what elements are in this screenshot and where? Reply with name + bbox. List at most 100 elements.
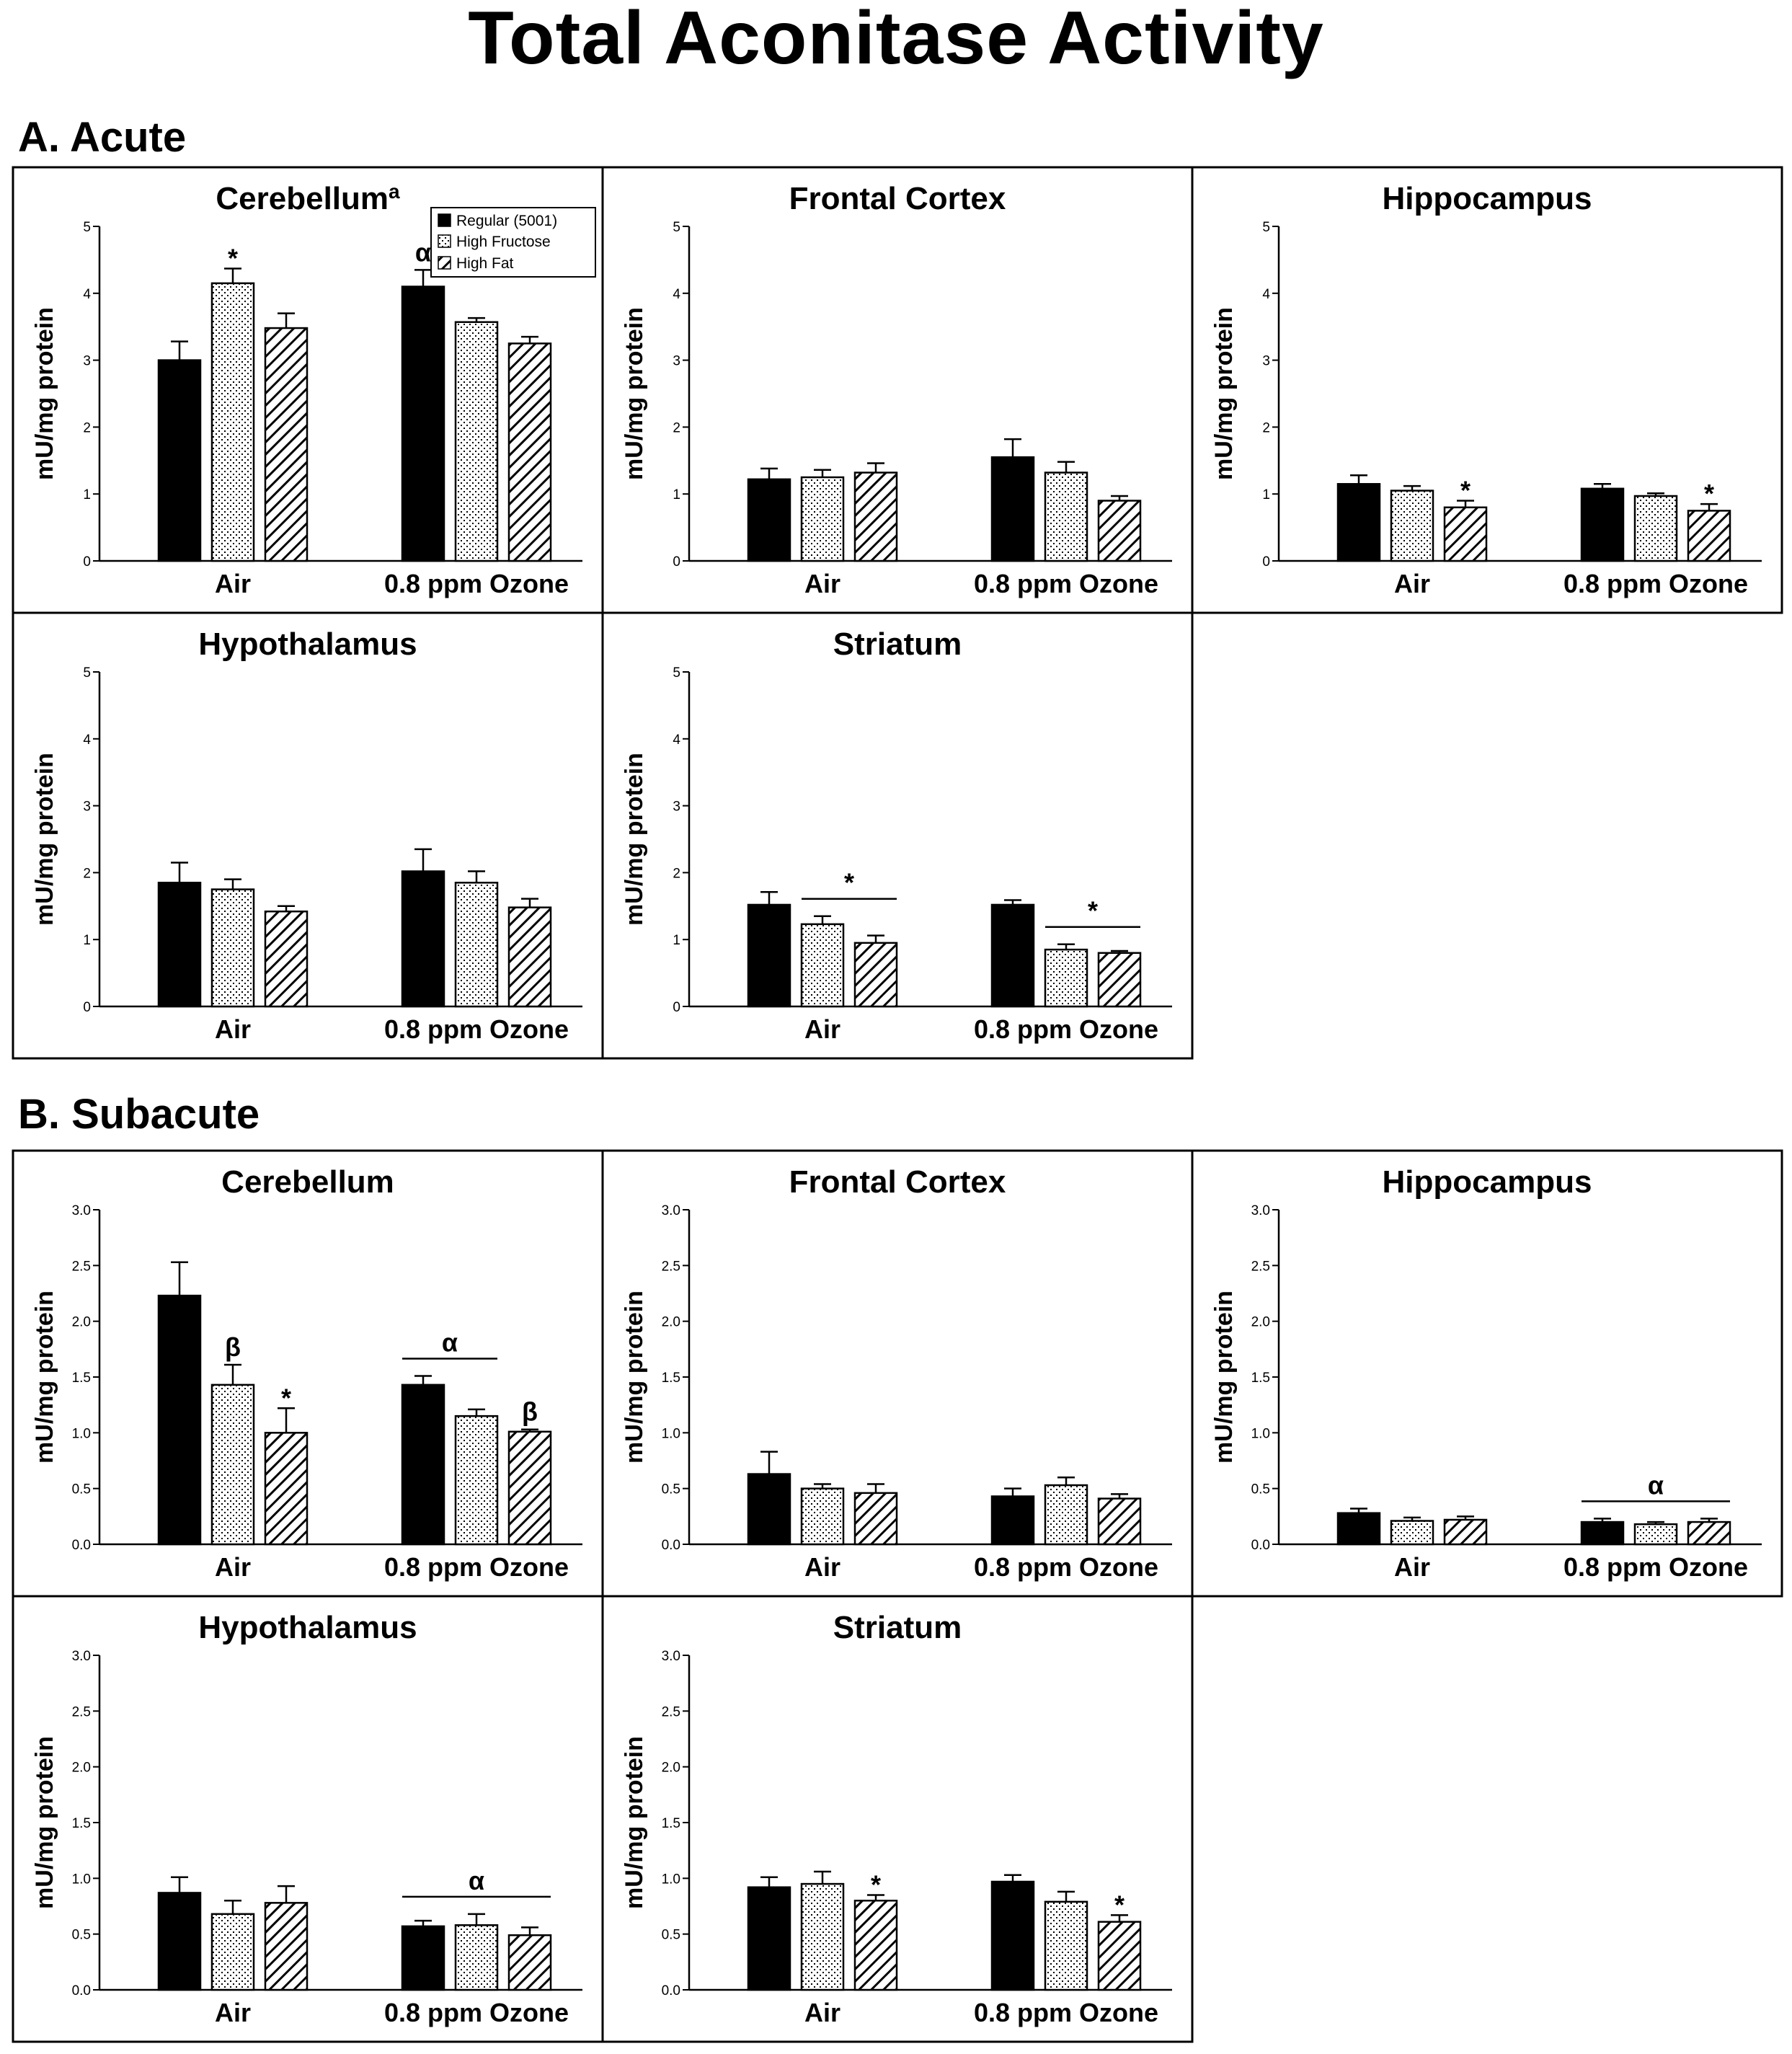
bar-fat-ozone [507, 342, 552, 562]
y-tick-label: 2.0 [1251, 1315, 1270, 1330]
y-tick-label: 3 [83, 800, 91, 815]
bar-regular-air [747, 478, 791, 562]
significance-marker: * [1460, 475, 1471, 505]
bar-fat-air [1443, 506, 1488, 562]
panel-title-text: Hypothalamus [198, 1610, 417, 1645]
y-tick-label: 2.0 [72, 1315, 91, 1330]
bar-fructose-air [800, 476, 845, 562]
panel-title-text: Hippocampus [1383, 1164, 1592, 1200]
category-label-ozone: 0.8 ppm Ozone [384, 1014, 569, 1044]
y-axis-label: mU/mg protein [31, 1291, 58, 1464]
significance-marker: * [1704, 479, 1714, 508]
y-tick-label: 0 [83, 1000, 91, 1015]
panel-title: Hypothalamus [198, 627, 417, 662]
bar-fructose-ozone [454, 321, 499, 562]
legend-label-regular: Regular (5001) [456, 213, 557, 229]
bar-fat-air [264, 1902, 309, 1991]
bar-regular-air [1336, 483, 1381, 562]
bar-regular-ozone [990, 903, 1035, 1008]
panel-frame [601, 1595, 1194, 2043]
y-tick-label: 1.5 [662, 1371, 680, 1386]
y-tick-label: 1 [83, 487, 91, 503]
category-label-air: Air [215, 1552, 251, 1582]
bar-fat-ozone [1097, 500, 1142, 562]
category-label-air: Air [1394, 569, 1430, 598]
bar-regular-air [157, 882, 202, 1008]
category-label-ozone: 0.8 ppm Ozone [974, 1014, 1158, 1044]
category-label-air: Air [804, 1552, 840, 1582]
panel-title: Cerebellum [221, 1164, 394, 1200]
y-tick-label: 2.5 [72, 1704, 91, 1719]
y-axis-label: mU/mg protein [621, 1736, 648, 1909]
bar-fructose-ozone [454, 1924, 499, 1991]
y-tick-label: 5 [83, 220, 91, 235]
panel-frame [601, 611, 1194, 1060]
y-tick-label: 3.0 [72, 1649, 91, 1664]
panel-title-superscript: a [389, 180, 400, 203]
section-title-acute: A. Acute [18, 114, 186, 161]
y-tick-label: 0.0 [72, 1538, 91, 1553]
bar-fat-air [264, 1432, 309, 1546]
bar-fructose-ozone [1044, 1900, 1088, 1991]
legend-swatch-fat [438, 256, 451, 270]
significance-marker: β [225, 1332, 241, 1362]
y-tick-label: 0.5 [662, 1482, 680, 1497]
bar-fructose-ozone [1044, 472, 1088, 562]
y-tick-label: 1 [1262, 487, 1270, 503]
y-tick-label: 2 [83, 866, 91, 881]
section-title-subacute: B. Subacute [18, 1091, 260, 1138]
panel-frame [1191, 1149, 1783, 1598]
y-axis-label: mU/mg protein [1210, 307, 1238, 480]
panel-title: Hippocampus [1383, 181, 1592, 216]
bar-fructose-ozone [1633, 495, 1678, 562]
panel-title: Hypothalamus [198, 1610, 417, 1645]
bar-fat-ozone [1097, 952, 1142, 1008]
y-tick-label: 0.0 [662, 1983, 680, 1998]
y-tick-label: 2.5 [662, 1259, 680, 1274]
legend-box [430, 207, 596, 278]
panel-title-text: Frontal Cortex [789, 181, 1006, 216]
panel-title-text: Hippocampus [1383, 181, 1592, 216]
panel-frame [1191, 166, 1783, 614]
bar-regular-ozone [1580, 487, 1625, 562]
significance-marker: β [522, 1397, 538, 1427]
y-tick-label: 0.0 [1251, 1538, 1270, 1553]
category-label-air: Air [804, 569, 840, 598]
significance-marker: * [871, 1870, 881, 1900]
y-tick-label: 2.5 [662, 1704, 680, 1719]
category-label-ozone: 0.8 ppm Ozone [384, 1998, 569, 2027]
category-label-air: Air [215, 1998, 251, 2027]
panel-title-text: Hypothalamus [198, 627, 417, 662]
significance-marker: α [442, 1327, 458, 1357]
bar-fat-ozone [507, 1934, 552, 1991]
y-tick-label: 1.5 [72, 1371, 91, 1386]
bar-fructose-air [210, 1913, 255, 1991]
panel-acute-striatum: Striatum mU/mg protein 0 1 2 3 4 5 Air 0.8 ppm Oz… [601, 611, 1194, 1060]
y-tick-label: 4 [673, 287, 680, 302]
panel-subacute-frontal-cortex: Frontal Cortex mU/mg protein 0.0 0.5 1.0 1.5 2… [601, 1149, 1194, 1598]
y-tick-label: 0 [673, 1000, 680, 1015]
bar-fat-ozone [1097, 1497, 1142, 1546]
y-tick-label: 2.0 [662, 1761, 680, 1776]
bar-fat-ozone [1097, 1921, 1142, 1991]
panel-acute-hippocampus: Hippocampus mU/mg protein 0 1 2 3 4 5 Air 0.8 ppm… [1191, 166, 1783, 614]
y-tick-label: 1.0 [72, 1872, 91, 1887]
figure-title: Total Aconitase Activity [468, 0, 1324, 80]
category-label-ozone: 0.8 ppm Ozone [1563, 1552, 1748, 1582]
y-tick-label: 2.5 [1251, 1259, 1270, 1274]
panel-subacute-striatum: Striatum mU/mg protein 0.0 0.5 1.0 1.5 2.0 2.5 3… [601, 1595, 1194, 2043]
panel-title: Frontal Cortex [789, 181, 1006, 216]
bar-fat-air [264, 910, 309, 1008]
bar-regular-ozone [401, 870, 445, 1008]
bar-fructose-ozone [1633, 1523, 1678, 1546]
y-tick-label: 0 [1262, 554, 1270, 570]
y-tick-label: 5 [83, 665, 91, 681]
bar-fructose-air [1390, 490, 1434, 562]
bar-fructose-air [210, 888, 255, 1008]
panel-title-text: Cerebellum [216, 181, 389, 216]
bar-fructose-ozone [454, 1415, 499, 1546]
bar-regular-air [157, 1892, 202, 1991]
legend-label-fructose: High Fructose [456, 234, 551, 250]
